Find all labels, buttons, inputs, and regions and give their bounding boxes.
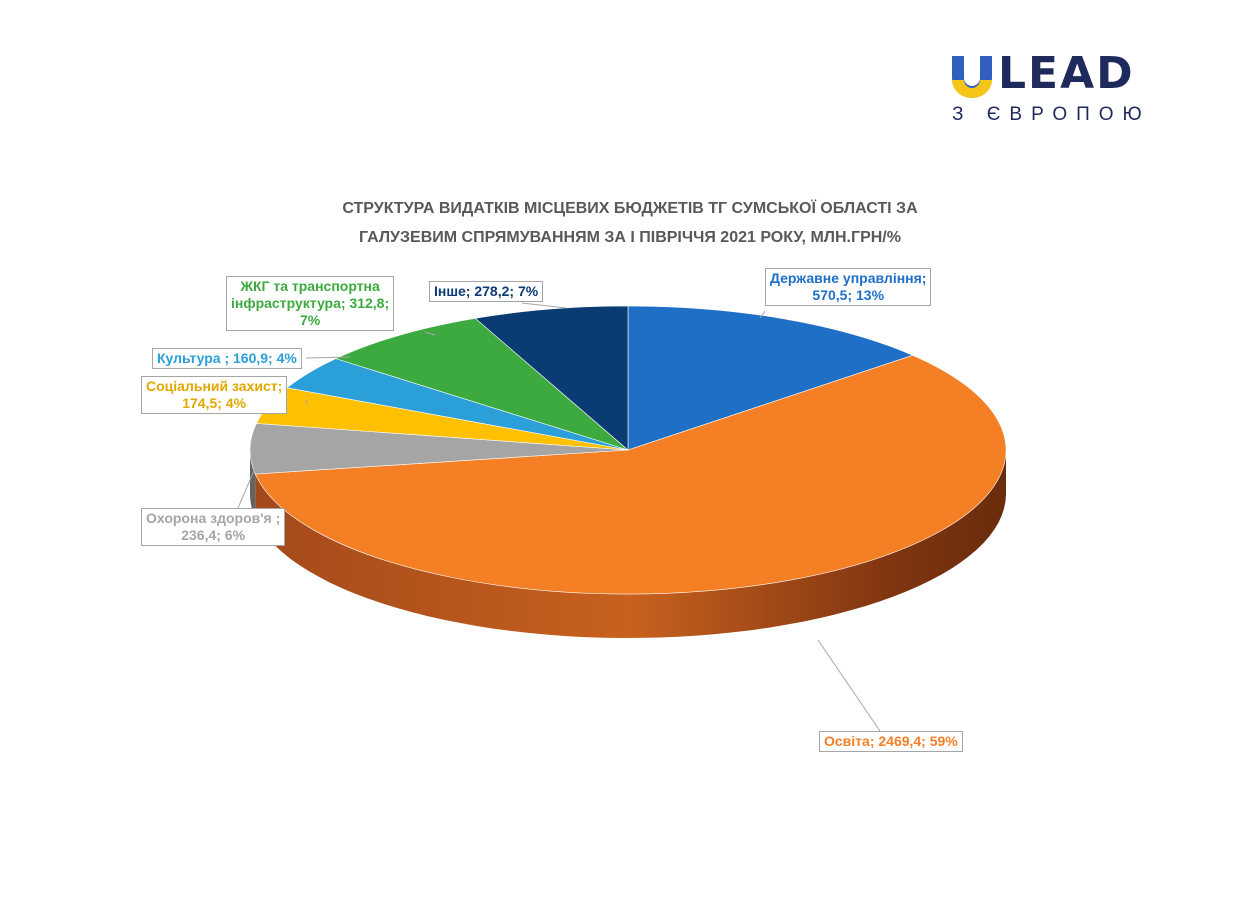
slice-label-6-line-0: Інше; 278,2; 7% <box>434 283 539 299</box>
leader-line-5 <box>424 331 436 336</box>
slice-label-2: Охорона здоров'я ; 236,4; 6% <box>141 508 286 546</box>
leader-line-4 <box>305 356 351 359</box>
slice-label-5-line-1: інфраструктура; 312,8; <box>231 295 390 311</box>
slice-label-3: Соціальний захист; 174,5; 4% <box>141 376 288 414</box>
pie-slice-side-2 <box>250 450 256 518</box>
chart-title-line-2: ГАЛУЗЕВИМ СПРЯМУВАННЯМ ЗА І ПІВРІЧЧЯ 202… <box>359 229 901 246</box>
pie-slice-side-1 <box>255 450 1007 638</box>
slice-label-3-line-0: Соціальний захист; <box>146 378 283 394</box>
slice-label-2-line-1: 236,4; 6% <box>181 527 246 543</box>
slice-label-6: Інше; 278,2; 7% <box>429 281 544 302</box>
ulead-logo: LEAD З ЄВРОПОЮ <box>950 48 1165 132</box>
leader-line-2 <box>237 451 263 509</box>
pie-slice-5 <box>334 317 629 451</box>
ulead-u-mark-icon <box>952 56 992 98</box>
leader-line-6 <box>521 302 567 309</box>
slice-label-4-line-0: Культура ; 160,9; 4% <box>157 350 297 366</box>
slice-label-1-line-0: Освіта; 2469,4; 59% <box>824 733 958 749</box>
slice-label-2-line-0: Охорона здоров'я ; <box>146 510 281 526</box>
slice-label-5: ЖКГ та транспортна інфраструктура; 312,8;… <box>226 276 395 331</box>
chart-title: СТРУКТУРА ВИДАТКІВ МІСЦЕВИХ БЮДЖЕТІВ ТГ … <box>230 194 1030 252</box>
logo-text: LEAD <box>998 48 1135 99</box>
slice-label-1: Освіта; 2469,4; 59% <box>819 731 963 752</box>
slice-label-5-line-2: 7% <box>299 312 321 328</box>
logo-subtitle: З ЄВРОПОЮ <box>952 104 1151 125</box>
leader-line-1 <box>817 639 881 732</box>
chart-title-line-1: СТРУКТУРА ВИДАТКІВ МІСЦЕВИХ БЮДЖЕТІВ ТГ … <box>342 200 918 217</box>
leader-line-3 <box>305 399 309 406</box>
slice-label-5-line-0: ЖКГ та транспортна <box>240 278 380 294</box>
pie-slice-2 <box>249 423 629 475</box>
slice-label-4: Культура ; 160,9; 4% <box>152 348 302 369</box>
leader-line-0 <box>759 310 766 319</box>
pie-slice-0 <box>627 305 914 451</box>
slice-label-3-line-1: 174,5; 4% <box>182 395 247 411</box>
pie-slice-6 <box>474 305 629 451</box>
slice-label-0-line-0: Державне управління; <box>770 270 927 286</box>
slice-label-0: Державне управління; 570,5; 13% <box>765 268 932 306</box>
slice-label-0-line-1: 570,5; 13% <box>812 287 885 303</box>
pie-slice-1 <box>254 354 1007 595</box>
